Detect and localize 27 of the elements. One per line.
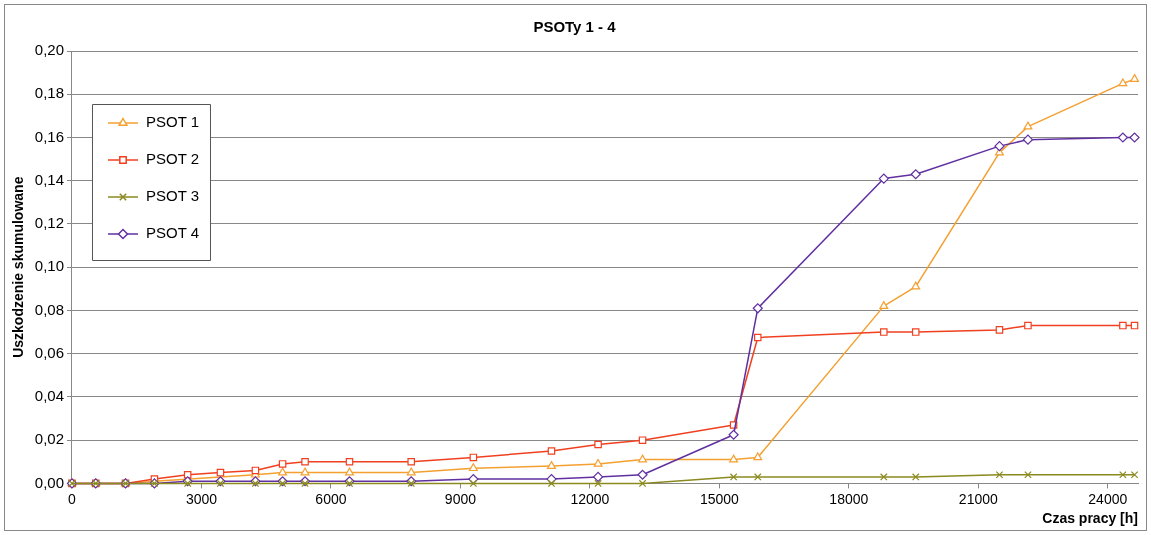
legend-label: PSOT 2 [145, 150, 200, 168]
y-tick-label: 0,14 [34, 170, 64, 188]
y-axis-title: Uszkodzenie skumulowane [10, 176, 27, 358]
y-tick-label: 0,20 [34, 41, 64, 59]
legend-label: PSOT 1 [145, 113, 200, 131]
y-tick-label: 0,00 [34, 473, 64, 491]
x-tick-label: 9000 [444, 490, 477, 507]
legend-label: PSOT 3 [145, 187, 200, 205]
y-tick-label: 0,04 [34, 387, 64, 405]
y-tick-label: 0,12 [34, 214, 64, 232]
x-tick-label: 24000 [1088, 490, 1128, 507]
x-tick-label: 18000 [829, 490, 869, 507]
legend-label: PSOT 4 [145, 224, 200, 242]
x-axis-title: Czas pracy [h] [1042, 510, 1138, 527]
x-tick-label: 21000 [958, 490, 998, 507]
y-tick-label: 0,06 [34, 343, 64, 361]
y-tick-label: 0,08 [34, 300, 64, 318]
y-tick-label: 0,18 [34, 84, 64, 102]
x-tick-label: 0 [68, 490, 77, 507]
x-tick-label: 3000 [185, 490, 218, 507]
y-tick-label: 0,10 [34, 257, 64, 275]
x-tick-label: 12000 [570, 490, 610, 507]
x-tick-label: 15000 [699, 490, 740, 507]
x-tick-label: 6000 [315, 490, 347, 507]
y-tick-label: 0,02 [34, 430, 64, 448]
y-tick-label: 0,16 [34, 127, 64, 145]
chart-title: PSOTy 1 - 4 [533, 18, 617, 36]
